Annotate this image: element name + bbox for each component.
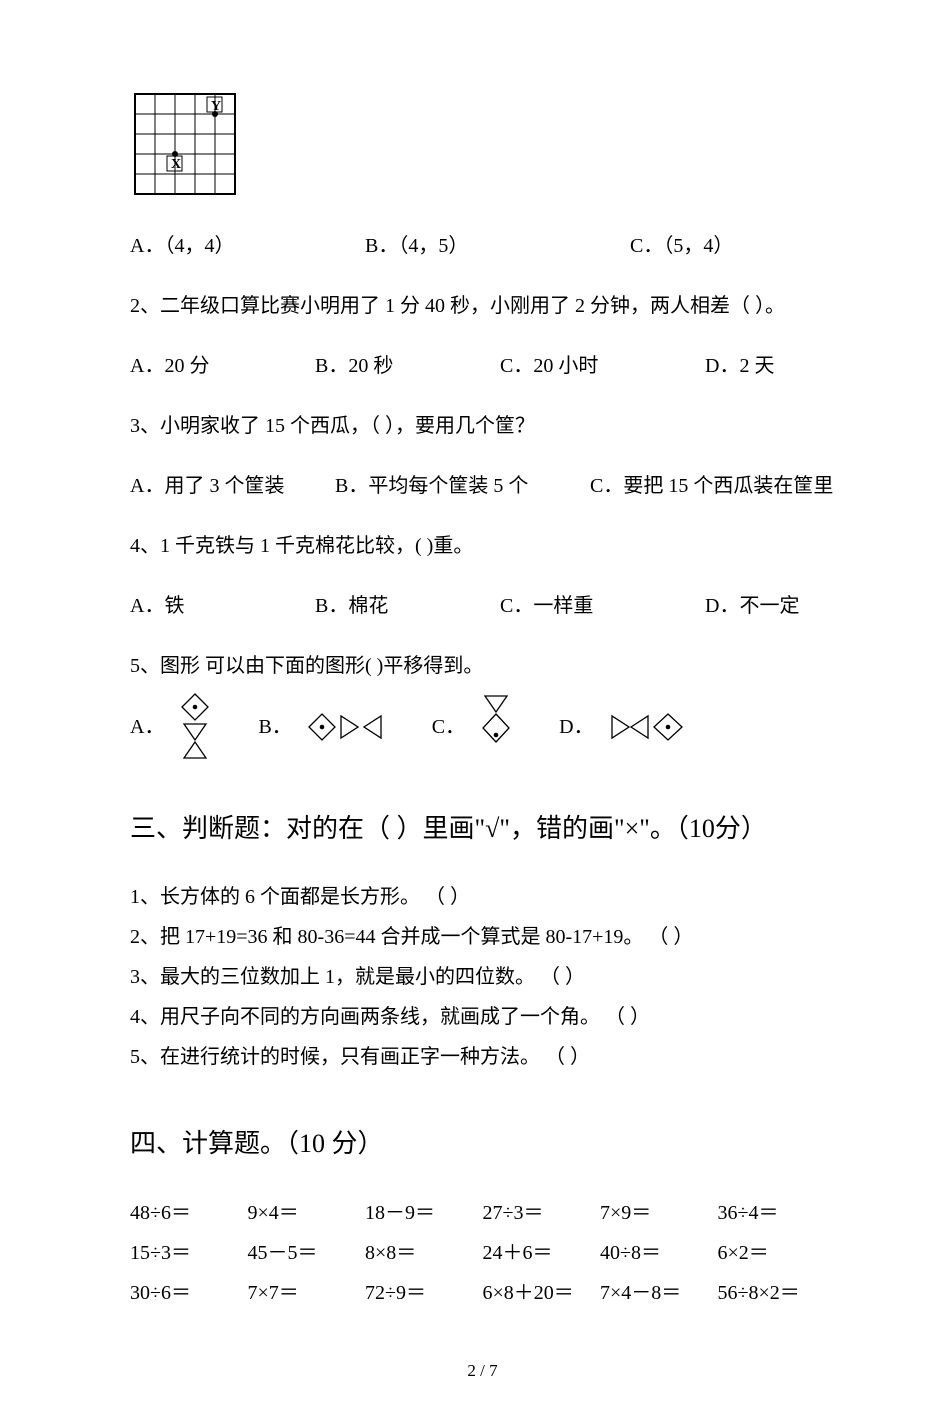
- section3-item: 5、在进行统计的时候，只有画正字一种方法。 （ ）: [130, 1037, 835, 1077]
- calc-cell: 7×4－8＝: [600, 1273, 718, 1313]
- section4-rows: 48÷6＝9×4＝18－9＝27÷3＝7×9＝36÷4＝15÷3＝45－5＝8×…: [130, 1193, 835, 1313]
- calc-cell: 18－9＝: [365, 1193, 483, 1233]
- q2-optA: A．20 分: [130, 346, 310, 386]
- calc-row: 15÷3＝45－5＝8×8＝24＋6＝40÷8＝6×2＝: [130, 1233, 835, 1273]
- q4-optD: D．不一定: [705, 586, 799, 626]
- calc-cell: 9×4＝: [248, 1193, 366, 1233]
- q1-options: A．（4，4） B．（4，5） C．（5，4）: [130, 226, 835, 266]
- calc-row: 30÷6＝7×7＝72÷9＝6×8＋20＝7×4－8＝56÷8×2＝: [130, 1273, 835, 1313]
- svg-text:X: X: [171, 157, 181, 172]
- q2-optB: B．20 秒: [315, 346, 495, 386]
- section3-item: 1、长方体的 6 个面都是长方形。 （ ）: [130, 877, 835, 917]
- q5-shapeD-icon: [608, 710, 688, 744]
- calc-cell: 72÷9＝: [365, 1273, 483, 1313]
- section3-item: 2、把 17+19=36 和 80-36=44 合并成一个算式是 80-17+1…: [130, 917, 835, 957]
- q4-optB: B．棉花: [315, 586, 495, 626]
- section3-item: 3、最大的三位数加上 1，就是最小的四位数。 （ ）: [130, 957, 835, 997]
- q1-grid-figure: XY: [130, 90, 835, 206]
- q3-optB: B．平均每个筐装 5 个: [335, 466, 585, 506]
- calc-cell: 7×9＝: [600, 1193, 718, 1233]
- q4-optC: C．一样重: [500, 586, 700, 626]
- calc-cell: 15÷3＝: [130, 1233, 248, 1273]
- q1-optA: A．（4，4）: [130, 226, 360, 266]
- q1-optB: B．（4，5）: [365, 226, 625, 266]
- q2-stem: 2、二年级口算比赛小明用了 1 分 40 秒，小刚用了 2 分钟，两人相差（ ）…: [130, 286, 835, 326]
- q5-shapeC-icon: [479, 692, 513, 762]
- q2-options: A．20 分 B．20 秒 C．20 小时 D．2 天: [130, 346, 835, 386]
- q4-optA: A．铁: [130, 586, 310, 626]
- q5-options: A． B． C． D．: [130, 692, 835, 762]
- grid-svg: XY: [130, 90, 248, 198]
- section4-title: 四、计算题。（10 分）: [130, 1119, 835, 1168]
- calc-row: 48÷6＝9×4＝18－9＝27÷3＝7×9＝36÷4＝: [130, 1193, 835, 1233]
- calc-cell: 24＋6＝: [483, 1233, 601, 1273]
- section3-items: 1、长方体的 6 个面都是长方形。 （ ）2、把 17+19=36 和 80-3…: [130, 877, 835, 1077]
- calc-cell: 6×2＝: [718, 1233, 836, 1273]
- section3-title: 三、判断题：对的在（ ）里画"√"，错的画"×"。（10分）: [130, 804, 835, 853]
- q4-options: A．铁 B．棉花 C．一样重 D．不一定: [130, 586, 835, 626]
- q5-labelB: B．: [258, 692, 291, 762]
- q5-stem: 5、图形 可以由下面的图形( )平移得到。: [130, 646, 835, 686]
- calc-cell: 48÷6＝: [130, 1193, 248, 1233]
- calc-cell: 36÷4＝: [718, 1193, 836, 1233]
- q5-labelC: C．: [432, 692, 465, 762]
- calc-cell: 45－5＝: [248, 1233, 366, 1273]
- q5-shapeB-icon: [306, 710, 386, 744]
- q1-optC: C．（5，4）: [630, 226, 733, 266]
- calc-cell: 27÷3＝: [483, 1193, 601, 1233]
- q5-shapeA-icon: [178, 692, 212, 762]
- q5-labelA: A．: [130, 692, 164, 762]
- page-number: 2 / 7: [130, 1361, 835, 1381]
- q4-stem: 4、1 千克铁与 1 千克棉花比较，( )重。: [130, 526, 835, 566]
- section3-item: 4、用尺子向不同的方向画两条线，就画成了一个角。 （ ）: [130, 997, 835, 1037]
- calc-cell: 30÷6＝: [130, 1273, 248, 1313]
- q2-optC: C．20 小时: [500, 346, 700, 386]
- calc-cell: 7×7＝: [248, 1273, 366, 1313]
- q2-optD: D．2 天: [705, 346, 774, 386]
- calc-cell: 56÷8×2＝: [718, 1273, 836, 1313]
- q3-stem: 3、小明家收了 15 个西瓜，（ ），要用几个筐？: [130, 406, 835, 446]
- calc-cell: 6×8＋20＝: [483, 1273, 601, 1313]
- calc-cell: 8×8＝: [365, 1233, 483, 1273]
- q3-options: A．用了 3 个筐装 B．平均每个筐装 5 个 C．要把 15 个西瓜装在筐里: [130, 466, 835, 506]
- q5-labelD: D．: [559, 692, 593, 762]
- q3-optA: A．用了 3 个筐装: [130, 466, 330, 506]
- calc-cell: 40÷8＝: [600, 1233, 718, 1273]
- q3-optC: C．要把 15 个西瓜装在筐里: [590, 466, 833, 506]
